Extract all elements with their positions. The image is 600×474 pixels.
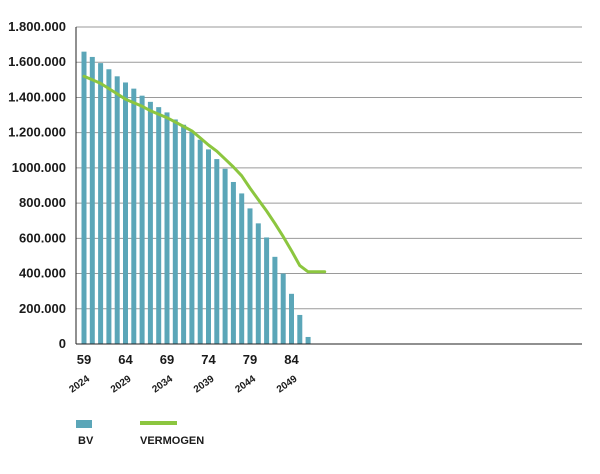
axes <box>75 27 582 345</box>
y-tick-label: 0 <box>59 336 66 351</box>
y-tick-label: 1.200.000 <box>8 125 66 140</box>
bv-bar <box>289 293 294 344</box>
bv-bar <box>123 82 128 344</box>
bv-bar <box>297 314 303 344</box>
bv-bar <box>181 124 187 344</box>
x-tick-label: 79 <box>243 352 257 367</box>
bv-bar <box>164 112 170 345</box>
bv-bar <box>230 181 236 344</box>
bv-bar <box>114 76 120 345</box>
y-tick-label: 400.000 <box>19 266 66 281</box>
bv-bar <box>139 95 145 344</box>
y-tick-label: 1.400.000 <box>8 89 66 104</box>
legend: BV VERMOGEN <box>76 420 204 447</box>
vermogen-line-layer <box>82 74 327 274</box>
vermogen-line <box>82 74 327 274</box>
bv-bar <box>106 69 112 345</box>
bv-bar <box>131 88 137 344</box>
x-tick-label: 74 <box>201 352 216 367</box>
bv-bar <box>206 149 211 344</box>
bv-bar <box>89 56 95 344</box>
bv-bar <box>156 107 162 344</box>
year-tick-label: 2049 <box>275 373 300 395</box>
year-tick-label: 2039 <box>192 373 217 395</box>
legend-vermogen-swatch <box>140 421 177 425</box>
y-tick-label: 600.000 <box>19 230 66 245</box>
bv-bar <box>214 159 220 344</box>
bv-bar <box>272 256 278 344</box>
x-tick-label: 64 <box>118 352 133 367</box>
bv-bar <box>147 101 153 344</box>
bv-bar <box>197 139 203 344</box>
bv-bar <box>264 237 270 344</box>
x-tick-label: 84 <box>284 352 299 367</box>
y-tick-label: 1000.000 <box>12 160 66 175</box>
bv-bars <box>81 51 311 345</box>
bv-bar <box>172 119 178 344</box>
bv-bar <box>247 208 253 344</box>
x-tick-label: 69 <box>160 352 174 367</box>
bv-bar <box>239 193 245 344</box>
legend-vermogen-label: VERMOGEN <box>140 435 204 447</box>
bv-bar <box>98 63 104 344</box>
bv-bar <box>280 273 286 344</box>
legend-bv-swatch <box>76 420 92 428</box>
y-tick-label: 1.800.000 <box>8 19 66 34</box>
bv-bar <box>222 168 228 344</box>
y-tick-label: 800.000 <box>19 195 66 210</box>
bv-bar <box>305 336 311 344</box>
year-tick-label: 2044 <box>233 373 258 395</box>
bv-bar <box>81 51 87 345</box>
bv-bar <box>189 131 195 344</box>
y-tick-label: 200.000 <box>19 301 66 316</box>
legend-bv-label: BV <box>78 435 94 447</box>
year-tick-label: 2034 <box>150 373 175 395</box>
year-tick-label: 2029 <box>109 373 134 395</box>
y-axis-ticks: 0 200.000 400.000 600.000 800.000 1000.000 1.2… <box>8 19 66 351</box>
year-axis-ticks: 2024 2029 2034 2039 2044 2049 <box>67 373 299 395</box>
x-axis-ticks: 59 64 69 74 79 84 <box>77 352 300 367</box>
year-tick-label: 2024 <box>67 373 92 395</box>
y-tick-label: 1.600.000 <box>8 54 66 69</box>
x-tick-label: 59 <box>77 352 91 367</box>
bv-bar <box>255 223 261 344</box>
